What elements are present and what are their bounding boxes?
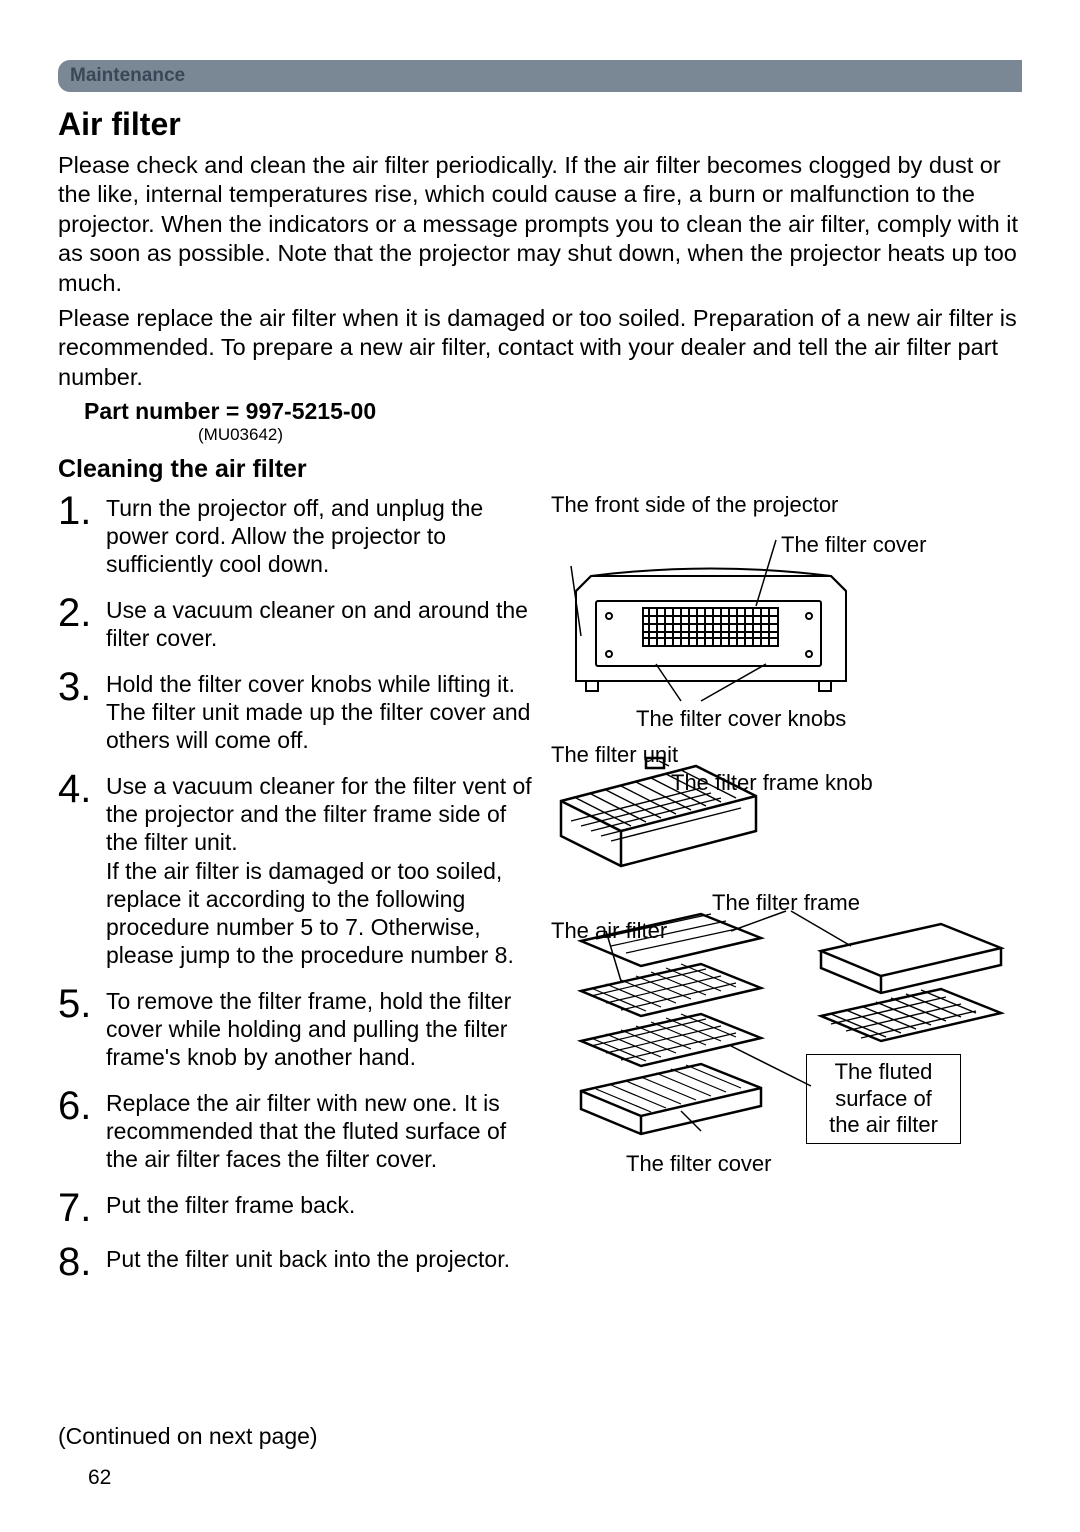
part-number-label: Part number = 997-5215-00 (84, 398, 1022, 425)
step-number: 6. (58, 1087, 98, 1125)
step-text: Turn the projector off, and unplug the p… (106, 492, 533, 578)
step-number: 8. (58, 1243, 98, 1281)
step-4: 4. Use a vacuum cleaner for the filter v… (58, 770, 533, 968)
section-title: Air filter (58, 106, 1022, 143)
step-5: 5. To remove the filter frame, hold the … (58, 985, 533, 1071)
step-number: 5. (58, 985, 98, 1023)
diagram-top-caption: The front side of the projector (551, 492, 1022, 518)
header-bar: Maintenance (58, 60, 1022, 92)
filter-frame-label: The filter frame (696, 890, 876, 916)
subsection-title: Cleaning the air filter (58, 455, 1022, 484)
filter-unit-diagram: The filter unit The filter frame knob (551, 746, 1022, 876)
step-6: 6. Replace the air filter with new one. … (58, 1087, 533, 1173)
filter-cover-label: The filter cover (781, 532, 927, 558)
step-number: 1. (58, 492, 98, 530)
step-7: 7. Put the filter frame back. (58, 1189, 533, 1227)
filter-cover-knobs-label: The filter cover knobs (636, 706, 846, 732)
step-text: Put the filter unit back into the projec… (106, 1243, 510, 1273)
step-number: 3. (58, 668, 98, 706)
filter-frame-knob-label: The filter frame knob (671, 770, 873, 796)
fluted-surface-text: The fluted surface of the air filter (829, 1059, 938, 1137)
content-area: 1. Turn the projector off, and unplug th… (58, 492, 1022, 1297)
fluted-surface-label: The fluted surface of the air filter (806, 1054, 961, 1143)
step-3: 3. Hold the filter cover knobs while lif… (58, 668, 533, 754)
header-label: Maintenance (70, 65, 185, 86)
step-text: Hold the filter cover knobs while liftin… (106, 668, 533, 754)
step-text: Put the filter frame back. (106, 1189, 355, 1219)
steps-column: 1. Turn the projector off, and unplug th… (58, 492, 533, 1297)
step-number: 2. (58, 594, 98, 632)
exploded-filter-diagram: The filter frame The air filter (551, 896, 1022, 1146)
intro-paragraph-2: Please replace the air filter when it is… (58, 304, 1022, 392)
filter-cover-bottom-label: The filter cover (626, 1151, 772, 1177)
intro-paragraph-1: Please check and clean the air filter pe… (58, 151, 1022, 298)
step-text: To remove the filter frame, hold the fil… (106, 985, 533, 1071)
step-1: 1. Turn the projector off, and unplug th… (58, 492, 533, 578)
part-code: (MU03642) (198, 425, 1022, 445)
continued-text: (Continued on next page) (58, 1423, 318, 1450)
filter-unit-label: The filter unit (551, 742, 678, 768)
step-text: Use a vacuum cleaner for the filter vent… (106, 770, 533, 968)
air-filter-label: The air filter (551, 918, 667, 944)
projector-diagram: The filter cover (551, 526, 1022, 706)
step-text: Replace the air filter with new one. It … (106, 1087, 533, 1173)
step-number: 4. (58, 770, 98, 808)
step-2: 2. Use a vacuum cleaner on and around th… (58, 594, 533, 652)
diagrams-column: The front side of the projector The filt… (551, 492, 1022, 1297)
page-number: 62 (88, 1466, 111, 1490)
step-text: Use a vacuum cleaner on and around the f… (106, 594, 533, 652)
step-number: 7. (58, 1189, 98, 1227)
step-8: 8. Put the filter unit back into the pro… (58, 1243, 533, 1281)
